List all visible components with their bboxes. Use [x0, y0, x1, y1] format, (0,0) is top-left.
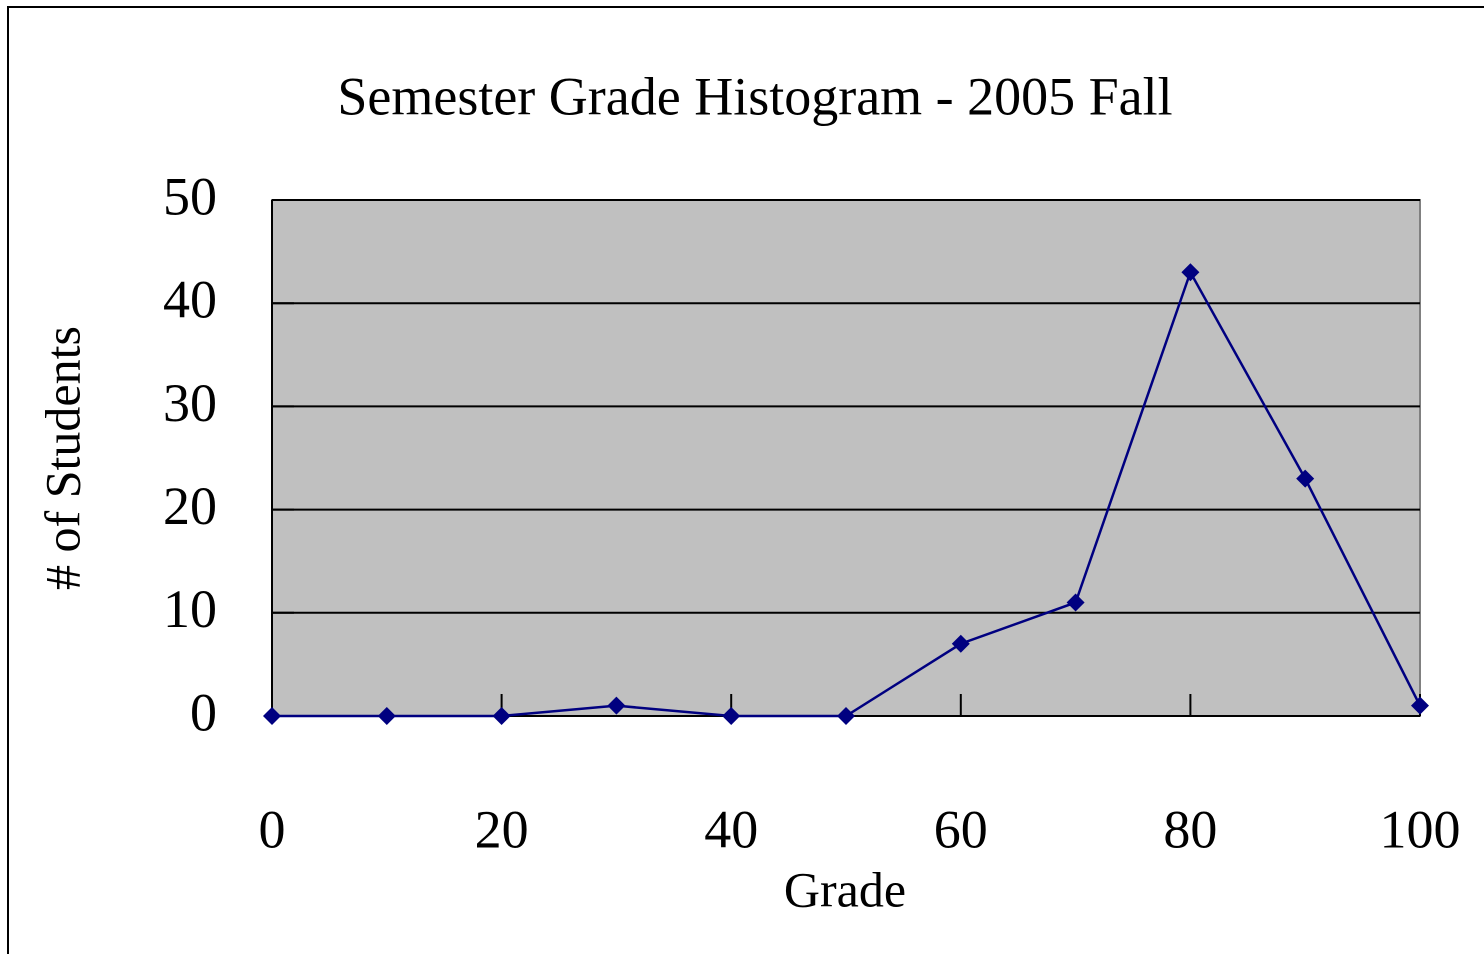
y-tick-label: 10: [163, 579, 217, 639]
data-point: [492, 707, 511, 725]
data-point: [377, 707, 396, 725]
y-tick-label: 0: [190, 682, 217, 742]
x-tick-label: 40: [704, 799, 758, 859]
y-axis-label: # of Students: [34, 326, 90, 590]
data-point: [263, 707, 281, 725]
x-tick-label: 0: [259, 799, 286, 859]
data-point: [1411, 696, 1429, 715]
x-axis-label: Grade: [784, 861, 906, 917]
data-point: [837, 707, 855, 725]
x-tick-label: 80: [1163, 799, 1217, 859]
y-tick-label: 40: [163, 270, 217, 330]
chart-title: Semester Grade Histogram - 2005 Fall: [337, 66, 1172, 126]
y-tick-label: 30: [163, 373, 217, 433]
y-tick-label: 50: [163, 166, 217, 226]
y-tick-label: 20: [163, 476, 217, 536]
x-tick-label: 60: [934, 799, 988, 859]
data-point: [1181, 263, 1200, 282]
plot-area: [271, 199, 1421, 717]
x-tick-label: 100: [1380, 799, 1461, 859]
data-point: [1066, 593, 1085, 612]
x-tick-label: 20: [475, 799, 529, 859]
data-point: [1296, 469, 1315, 488]
data-point: [607, 696, 626, 715]
data-point: [722, 707, 741, 725]
data-point: [951, 634, 970, 653]
